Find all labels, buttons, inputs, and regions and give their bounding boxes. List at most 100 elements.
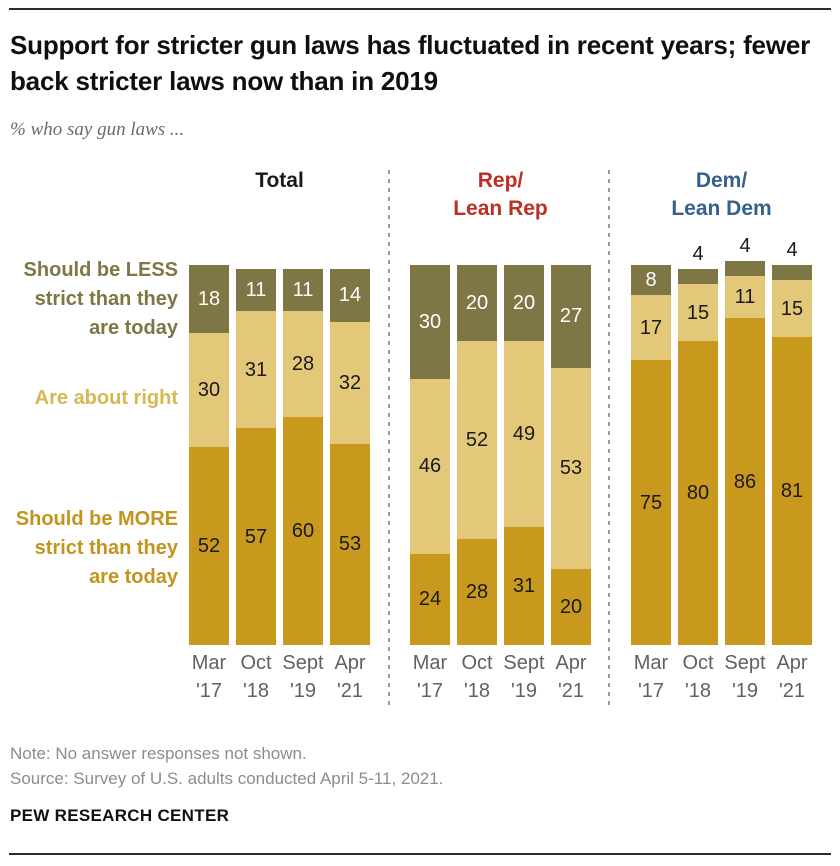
bar-segment-about-right [725, 276, 765, 319]
group-divider [388, 170, 390, 707]
bar-segment-about-right [772, 280, 812, 338]
bar-segment-more-strict [772, 337, 812, 645]
bar-segment-more-strict [504, 527, 544, 645]
bar-segment-less-strict [631, 265, 671, 296]
group-header-line: Lean Dem [671, 197, 772, 220]
value-label: 4 [786, 239, 798, 261]
value-label: 8 [645, 269, 657, 292]
value-label: 53 [338, 533, 362, 556]
bar-segment-less-strict [189, 265, 229, 334]
bar-segment-about-right [631, 295, 671, 360]
value-label: 60 [291, 520, 315, 542]
legend-less-strict: Should be LESS strict than they are today [0, 256, 178, 343]
value-label: 86 [733, 470, 757, 493]
bar-segment-less-strict [678, 268, 718, 284]
group-header-line: Dem/ [695, 169, 748, 192]
x-axis-label: Mar '17 [619, 649, 683, 705]
x-axis-label-line: Sept [282, 652, 324, 674]
x-axis-label: Sept '19 [271, 649, 335, 705]
value-label: 52 [197, 535, 221, 558]
bar-segment-more-strict [236, 428, 276, 645]
value-label: 11 [245, 278, 267, 301]
x-axis-label-line: Sept [503, 652, 545, 674]
bar-segment-less-strict [772, 265, 812, 281]
x-axis-label-line: Oct [682, 652, 714, 674]
group-header-line: Total [255, 169, 304, 192]
bar-segment-about-right [330, 322, 370, 444]
bar-segment-more-strict [410, 553, 450, 645]
bar-segment-less-strict [283, 268, 323, 311]
value-label: 57 [244, 525, 268, 548]
x-axis-label: Apr '21 [539, 649, 603, 705]
group-header-total: Total [180, 167, 380, 195]
x-axis-label-line: '17 [637, 680, 665, 702]
group-divider [608, 170, 610, 707]
value-label: 31 [244, 358, 268, 381]
legend-text-line: strict than they [34, 288, 178, 310]
x-axis-label-line: Apr [334, 652, 366, 674]
legend-about-right: Are about right [0, 384, 178, 413]
bar-segment-more-strict [283, 417, 323, 645]
bar-segment-less-strict [725, 261, 765, 277]
value-label: 4 [739, 235, 751, 258]
x-axis-label-line: Mar [191, 652, 227, 674]
x-axis-label-line: '21 [778, 680, 806, 702]
note-text: Note: No answer responses not shown. [10, 744, 307, 763]
value-label: 15 [686, 301, 710, 324]
x-axis-label-line: '19 [289, 680, 317, 702]
bar-segment-about-right [236, 310, 276, 429]
value-label: 18 [197, 288, 221, 311]
x-axis-label-line: '19 [731, 680, 759, 702]
x-axis-label-line: '18 [684, 680, 712, 702]
bar-segment-more-strict [678, 341, 718, 645]
value-label: 17 [639, 316, 663, 339]
value-label: 46 [418, 455, 442, 478]
chart-title: Support for stricter gun laws has fluctu… [10, 30, 811, 96]
legend-text-line: Should be LESS [23, 259, 178, 281]
legend-text-line: Should be MORE [15, 508, 178, 530]
bar-segment-more-strict [725, 318, 765, 645]
value-label: 20 [512, 292, 536, 314]
legend-more-strict: Should be MORE strict than they are today [0, 505, 178, 592]
value-label: 30 [197, 379, 221, 402]
bar-segment-about-right [410, 379, 450, 554]
x-axis-label-line: '19 [510, 680, 538, 702]
value-label: 49 [512, 423, 536, 446]
x-axis-label: Apr '21 [760, 649, 824, 705]
value-label: 20 [559, 596, 583, 618]
pew-research-center-wordmark: PEW RESEARCH CENTER [10, 806, 230, 825]
bar-segment-less-strict [504, 265, 544, 341]
value-label: 75 [639, 491, 663, 514]
group-header-line: Rep/ [477, 169, 524, 192]
value-label: 52 [465, 428, 489, 451]
value-label: 11 [292, 278, 314, 301]
x-axis-label-line: Apr [776, 652, 808, 674]
bar-segment-more-strict [330, 443, 370, 645]
value-label: 30 [418, 311, 442, 333]
value-label: 53 [559, 457, 583, 480]
top-rule [9, 8, 831, 10]
x-axis-label: Oct '18 [224, 649, 288, 705]
group-header-dem: Dem/Lean Dem [622, 167, 822, 223]
bar-segment-about-right [283, 310, 323, 417]
x-axis-label-line: '18 [463, 680, 491, 702]
bar-segment-less-strict [410, 265, 450, 379]
x-axis-label: Mar '17 [398, 649, 462, 705]
value-label: 15 [780, 297, 804, 320]
source-text: Source: Survey of U.S. adults conducted … [10, 769, 444, 788]
bar-segment-about-right [457, 341, 497, 539]
value-label: 31 [512, 575, 536, 598]
x-axis-label: Oct '18 [666, 649, 730, 705]
x-axis-label-line: '21 [336, 680, 364, 702]
group-header-rep: Rep/Lean Rep [401, 167, 601, 223]
x-axis-label: Mar '17 [177, 649, 241, 705]
value-label: 4 [692, 242, 704, 265]
bar-segment-less-strict [236, 268, 276, 311]
legend-text-line: are today [89, 317, 178, 339]
value-label: 81 [780, 480, 804, 503]
value-label: 32 [338, 371, 362, 394]
bar-segment-less-strict [551, 265, 591, 368]
value-label: 28 [465, 580, 489, 603]
bar-segment-about-right [551, 367, 591, 569]
chart-subtitle: % who say gun laws ... [10, 119, 185, 140]
